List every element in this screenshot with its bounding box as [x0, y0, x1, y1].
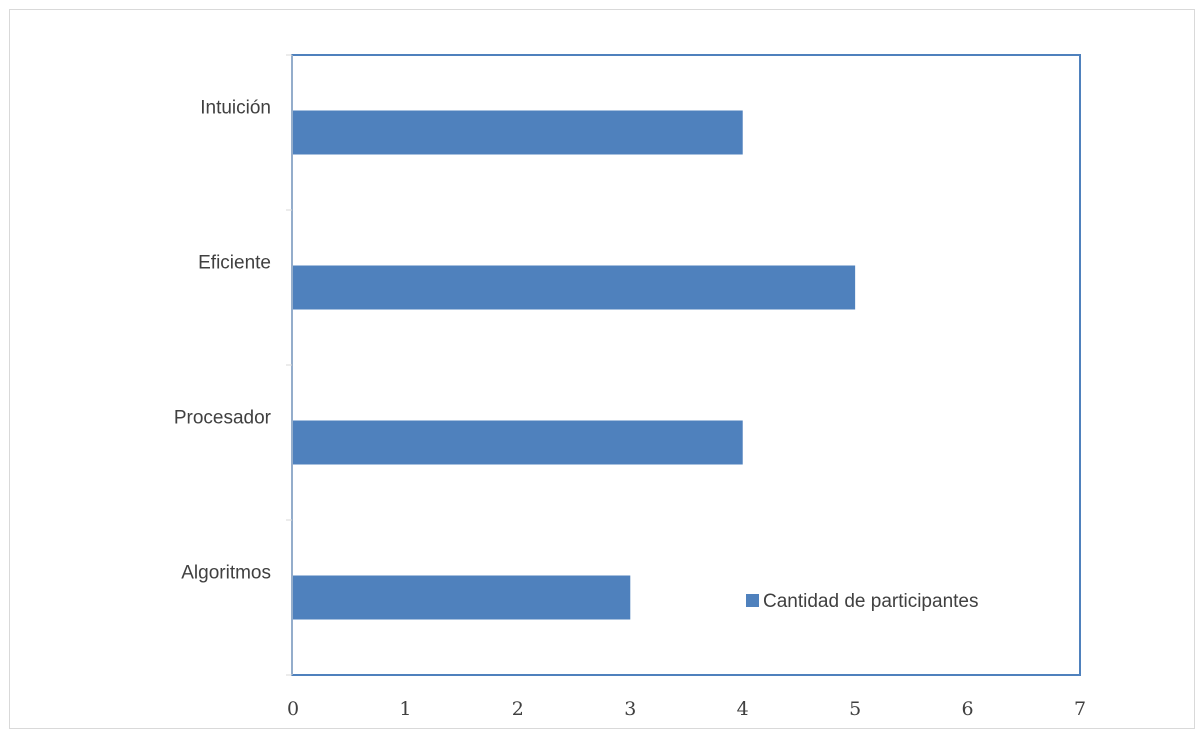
x-tick-label-5: 5 — [849, 698, 861, 720]
x-tick-label-1: 1 — [399, 698, 411, 720]
x-tick-label-2: 2 — [512, 698, 524, 720]
legend-label: Cantidad de participantes — [763, 591, 978, 612]
bars-group — [286, 54, 856, 676]
x-tick-label-4: 4 — [737, 698, 749, 720]
category-label-algoritmos: Algoritmos — [181, 563, 271, 584]
category-label-intuición: Intuición — [200, 98, 271, 119]
bar-procesador — [293, 420, 743, 465]
category-labels: Algoritmos Procesador Eficiente Intuición — [174, 98, 272, 584]
legend-swatch — [746, 594, 759, 607]
bar-intuición — [293, 110, 743, 155]
bar-eficiente — [293, 265, 856, 310]
x-tick-label-3: 3 — [624, 698, 636, 720]
category-label-procesador: Procesador — [174, 408, 272, 429]
x-tick-label-6: 6 — [962, 698, 974, 720]
bar-algoritmos — [293, 575, 631, 620]
x-tick-labels: 0 1 2 3 4 5 6 7 — [287, 698, 1086, 720]
x-tick-label-7: 7 — [1074, 698, 1086, 720]
x-tick-label-0: 0 — [287, 698, 299, 720]
legend: Cantidad de participantes — [746, 591, 978, 612]
category-label-eficiente: Eficiente — [198, 253, 271, 274]
